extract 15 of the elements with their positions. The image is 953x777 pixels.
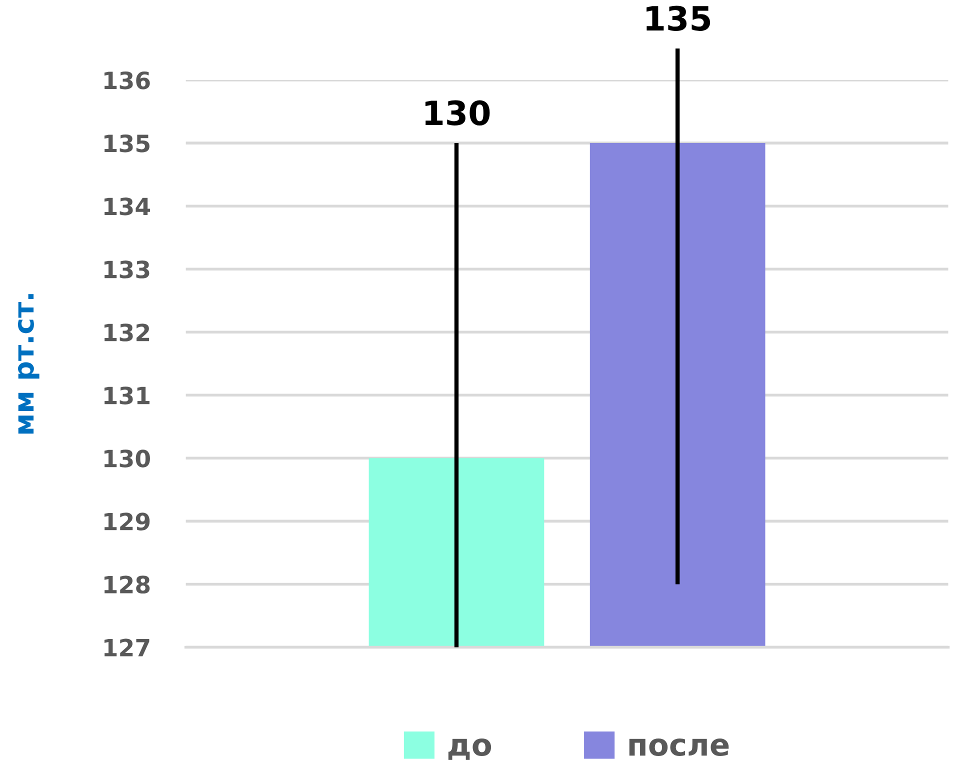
y-tick-label: 135 bbox=[104, 134, 150, 152]
y-tick-label: 127 bbox=[104, 638, 150, 656]
legend-label: после bbox=[629, 738, 729, 756]
annotation: 135 bbox=[646, 6, 710, 31]
y-tick-label: 131 bbox=[104, 386, 150, 404]
y-tick-label: 134 bbox=[104, 198, 150, 216]
legend-label: до bbox=[448, 738, 492, 760]
y-tick-label: 130 bbox=[104, 450, 150, 468]
y-tick-label: 128 bbox=[104, 576, 150, 594]
y-tick-label: 132 bbox=[104, 324, 150, 342]
y-tick-label: 136 bbox=[104, 71, 150, 90]
y-tick-label: 129 bbox=[104, 512, 150, 530]
y-tick-label: 133 bbox=[104, 260, 150, 278]
annotation: 130 bbox=[425, 100, 490, 126]
y-axis-title: мм рт.ст. bbox=[18, 294, 40, 434]
